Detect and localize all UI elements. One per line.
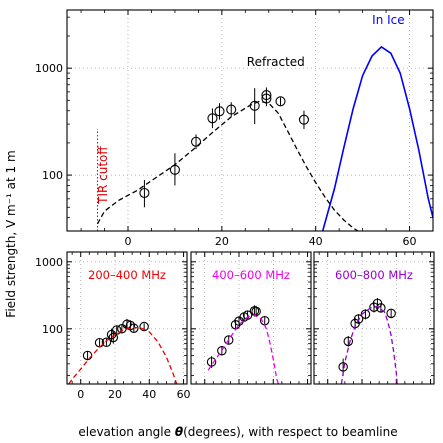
main-data-point xyxy=(190,136,202,147)
band0-band-label: 200–400 MHz xyxy=(88,268,166,282)
band1-plot-area xyxy=(206,305,280,384)
x-axis-label-suffix: (degrees), with respect to beamline xyxy=(183,425,398,439)
band1-data-point xyxy=(206,357,217,367)
band2-data-point xyxy=(338,362,348,372)
band2-data-point xyxy=(386,308,396,319)
band0-data-point xyxy=(111,325,122,335)
band0-frame xyxy=(66,251,188,385)
band0-data-point xyxy=(125,320,136,331)
main-y-tick-label: 1000 xyxy=(35,62,63,75)
band1-data-point xyxy=(242,310,253,320)
band2-refracted-curve xyxy=(340,305,398,384)
main-y-tick-label: 100 xyxy=(42,169,63,182)
x-axis-label: elevation angle θ(degrees), with respect… xyxy=(78,425,397,439)
main-data-point xyxy=(139,187,150,199)
band0-x-tick-label: 0 xyxy=(77,388,84,401)
main-frame xyxy=(66,9,434,232)
band0-data-point xyxy=(108,332,119,343)
main-x-tick-label: 20 xyxy=(215,235,229,248)
main-annotation: Refracted xyxy=(247,55,305,69)
band1-panel: 400–600 MHz xyxy=(190,251,312,385)
band0-y-tick-label: 1000 xyxy=(35,256,63,269)
band2-data-point xyxy=(343,336,354,347)
main-x-tick-label: 60 xyxy=(403,235,417,248)
main-data-point xyxy=(298,114,310,125)
band1-refracted-curve xyxy=(207,314,280,384)
band2-frame xyxy=(313,251,435,385)
main-data-point xyxy=(275,96,286,107)
band0-x-tick-label: 60 xyxy=(177,388,191,401)
band1-band-label: 400–600 MHz xyxy=(212,268,290,282)
main-x-tick-label: 0 xyxy=(125,235,132,248)
main-data-point xyxy=(207,113,218,124)
y-axis-label: Field strength, V m⁻¹ at 1 m xyxy=(4,150,18,317)
main-annotation: TIR cutoff xyxy=(96,146,110,205)
x-axis-label-prefix: elevation angle xyxy=(78,425,174,439)
x-axis-label-theta: θ xyxy=(175,425,183,439)
band0-panel: 0 20 40 60 100 1000 200–400 MHz xyxy=(35,251,191,401)
band0-y-tick-label: 100 xyxy=(42,323,63,336)
main-x-tick-label: 40 xyxy=(309,235,323,248)
band2-plot-area xyxy=(338,298,398,384)
main-refracted-curve xyxy=(96,100,359,231)
band2-data-point xyxy=(360,309,371,319)
band0-refracted-curve xyxy=(68,327,178,384)
band2-data-point xyxy=(353,314,364,324)
band0-plot-area xyxy=(68,319,178,384)
band0-data-point xyxy=(101,337,112,347)
band0-x-tick-label: 20 xyxy=(108,388,122,401)
band2-panel: 600–800 MHz xyxy=(313,251,435,385)
band1-frame xyxy=(190,251,312,385)
main-annotation: In Ice xyxy=(372,13,404,27)
band1-data-point xyxy=(223,335,234,345)
band0-x-tick-label: 40 xyxy=(142,388,156,401)
main-panel: 0 20 40 60 100 1000 Refracted In Ice TIR cutoff xyxy=(35,9,434,248)
band2-data-point xyxy=(376,303,386,313)
band1-data-point xyxy=(217,346,227,356)
band0-data-point xyxy=(139,321,149,332)
main-data-point xyxy=(214,106,225,117)
main-data-point xyxy=(226,104,237,115)
main-plot-area xyxy=(96,45,433,231)
main-in-ice-curve xyxy=(321,45,433,231)
band2-band-label: 600–800 MHz xyxy=(335,268,413,282)
